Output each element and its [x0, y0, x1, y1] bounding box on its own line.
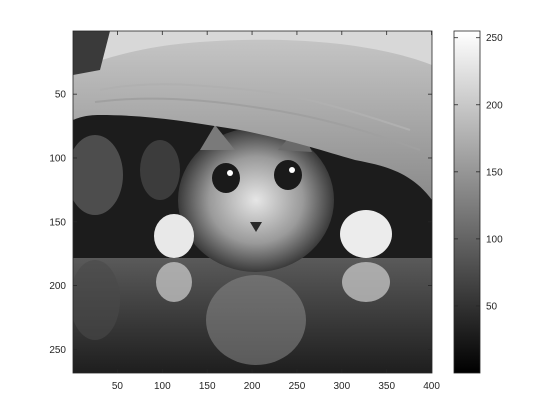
y-tick-label: 200 — [49, 281, 66, 292]
colorbar-gradient — [454, 31, 480, 373]
x-tick-label: 200 — [244, 381, 261, 392]
y-tick-label: 50 — [55, 90, 67, 101]
x-tick-label: 400 — [423, 381, 440, 392]
x-tick-label: 250 — [289, 381, 306, 392]
cat-eye-right-highlight — [289, 167, 295, 173]
y-tick-label: 150 — [49, 217, 66, 228]
x-axis: 50 100 150 200 250 300 350 400 — [112, 31, 440, 392]
blanket-shadow-corner — [73, 31, 110, 75]
paw-reflection-right — [342, 262, 390, 302]
colorbar-tick-label: 50 — [486, 301, 498, 312]
left-glow — [73, 135, 123, 215]
colorbar-tick-label: 200 — [486, 100, 503, 111]
x-tick-label: 350 — [378, 381, 395, 392]
colorbar-tick-label: 100 — [486, 234, 503, 245]
cat-eye-left-highlight — [227, 170, 233, 176]
axes-frame — [72, 30, 433, 374]
cat-eye-right — [274, 160, 302, 190]
y-axis: 50 100 150 200 250 — [49, 90, 432, 356]
colorbar-frame — [453, 30, 481, 374]
colorbar-axis: 50 100 150 200 250 — [454, 33, 503, 312]
x-tick-label: 150 — [199, 381, 216, 392]
y-tick-label: 100 — [49, 153, 66, 164]
cat-eye-left — [212, 163, 240, 193]
cat-paw-left — [154, 214, 194, 258]
cat-ear-left — [200, 125, 235, 150]
cat-paw-right — [340, 210, 392, 258]
x-tick-label: 50 — [112, 381, 124, 392]
left-glow-2 — [140, 140, 180, 200]
blanket-texture-1 — [99, 83, 411, 131]
colorbar-tick-label: 250 — [486, 33, 503, 44]
face-reflection — [206, 275, 306, 365]
colorbar-tick-label: 150 — [486, 167, 503, 178]
y-tick-label: 250 — [49, 345, 66, 356]
grayscale-photo — [73, 31, 432, 373]
blanket — [73, 31, 432, 200]
x-tick-label: 300 — [333, 381, 350, 392]
blanket-top — [73, 31, 432, 70]
blanket-texture-2 — [94, 97, 421, 151]
x-tick-label: 100 — [154, 381, 171, 392]
cat-nose — [250, 222, 262, 232]
left-reflection — [73, 260, 120, 340]
paw-reflection-left — [156, 262, 192, 302]
